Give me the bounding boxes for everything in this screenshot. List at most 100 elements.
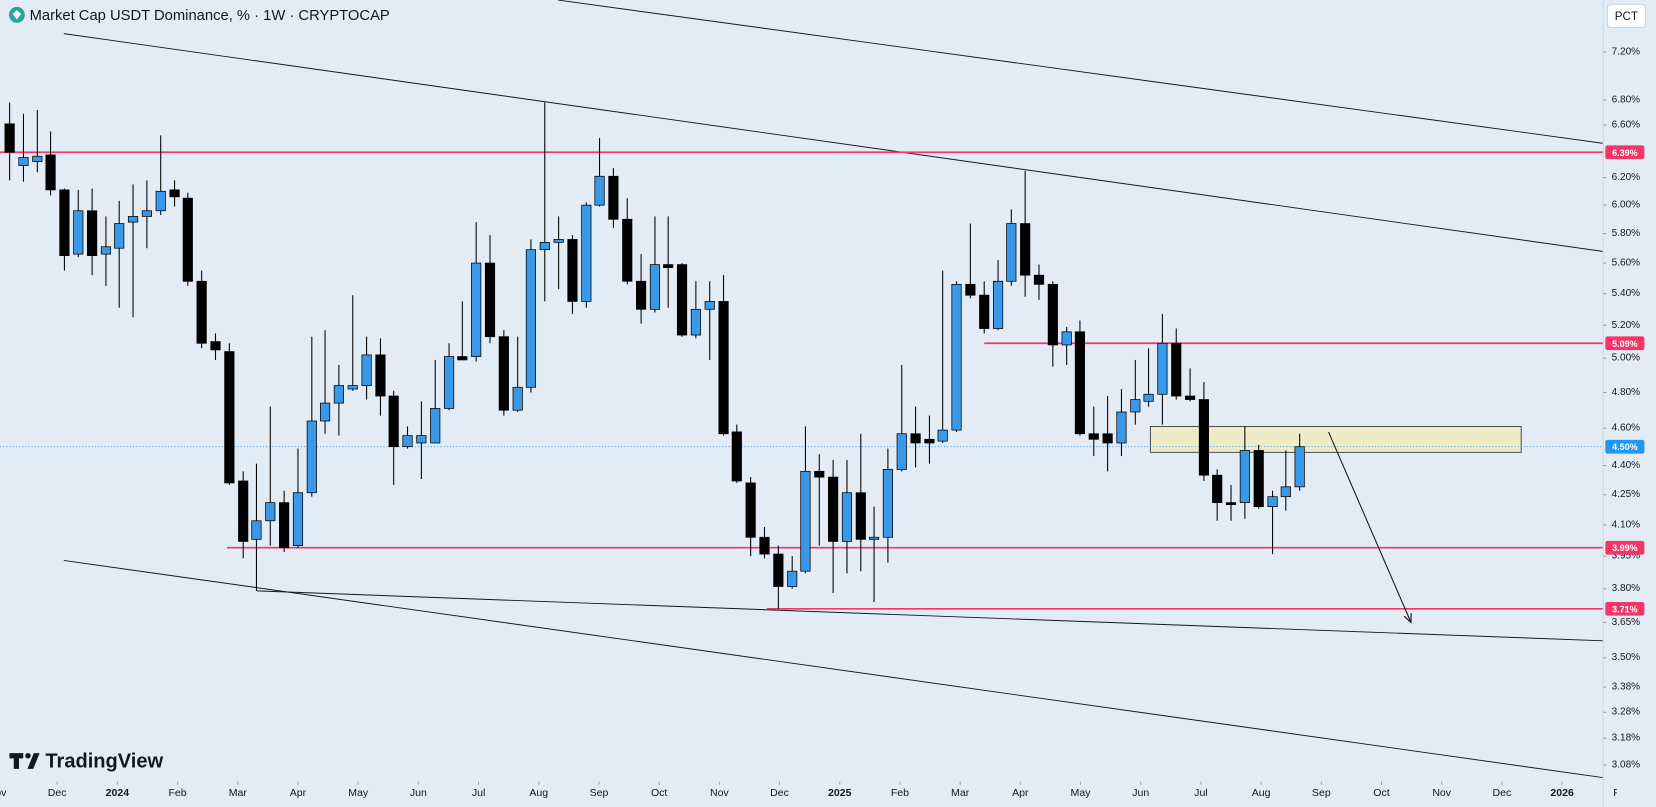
y-tick-label: 5.80%: [1612, 228, 1640, 239]
watermark-text: TradingView: [45, 751, 163, 773]
candle-body: [443, 356, 455, 409]
candle-body: [375, 354, 386, 397]
candle-body: [210, 341, 221, 351]
candle-body: [1020, 223, 1031, 276]
candle-body: [1253, 450, 1264, 508]
x-tick-label: Mar: [229, 787, 248, 799]
scale-button-box[interactable]: [1606, 3, 1646, 29]
y-axis: 7.20% 6.80% 6.60% 6.20% 6.00% 5.80% 5.60% 5.40%…: [1603, 47, 1640, 771]
x-tick-label: Nov: [710, 787, 729, 799]
y-tick-label: 6.80%: [1612, 95, 1640, 106]
y-tick-label: 4.25%: [1612, 489, 1640, 500]
candle-body: [649, 264, 661, 310]
y-tick-label: 3.80%: [1612, 583, 1640, 594]
scale-button[interactable]: PCT: [1606, 3, 1646, 29]
x-tick-label: Feb: [891, 787, 909, 799]
level-label-box: [1605, 601, 1645, 616]
candle-body: [896, 433, 907, 470]
candle-body: [882, 469, 893, 538]
candle-body: [567, 239, 578, 302]
x-tick-label: May: [348, 787, 369, 799]
candle-body: [676, 264, 688, 336]
candle-body: [100, 246, 112, 255]
x-tick-label: Nov: [1432, 787, 1451, 799]
level-label: 3.99%: [1612, 543, 1637, 553]
header: Market Cap USDT Dominance, % · 1W · CRYP…: [8, 6, 390, 24]
y-tick-label: 3.65%: [1612, 617, 1640, 628]
y-tick-label: 5.00%: [1612, 353, 1640, 364]
candle-body: [828, 476, 839, 542]
last-price-box: [1605, 439, 1645, 454]
y-tick-label: 5.60%: [1612, 258, 1640, 269]
candle-body: [1198, 399, 1210, 476]
x-tick-label: Aug: [529, 787, 548, 799]
candle-body: [333, 385, 344, 404]
candle-body: [937, 429, 948, 442]
y-tick-label: 3.38%: [1612, 682, 1640, 693]
y-tick-label: 4.10%: [1612, 519, 1640, 530]
candle-body: [1033, 274, 1045, 285]
watermark-icon-slash: [27, 753, 40, 769]
candle-body: [1130, 399, 1141, 413]
candle-body: [1280, 486, 1291, 498]
x-tick-label: Apr: [1012, 787, 1029, 799]
level-label: 6.39%: [1612, 148, 1637, 158]
candle-body: [1074, 331, 1086, 435]
last-price-label: 4.50%: [1612, 442, 1637, 452]
x-tick-label: May: [1071, 787, 1092, 799]
y-tick-label: 7.20%: [1612, 47, 1640, 58]
candle-body: [127, 216, 139, 223]
candle-body: [73, 210, 84, 255]
candle-body: [388, 395, 399, 448]
candle-body: [224, 351, 235, 484]
candle-body: [773, 553, 784, 587]
candle-body: [1294, 446, 1305, 488]
candle-body: [868, 536, 880, 540]
candle-body: [622, 218, 633, 282]
x-tick-label: Jul: [1194, 787, 1207, 799]
y-tick-label: 4.80%: [1612, 387, 1640, 398]
y-tick-label: 4.60%: [1612, 423, 1640, 434]
candle-body: [292, 492, 304, 546]
candle-body: [1143, 393, 1154, 402]
trend-line: [257, 590, 1604, 642]
candle-body: [841, 492, 853, 542]
x-tick-label: Nov: [0, 787, 7, 799]
candle-body: [416, 435, 427, 444]
candle-body: [45, 154, 56, 191]
candle-body: [800, 470, 811, 572]
candle-body: [992, 280, 1004, 329]
candle-body: [745, 482, 756, 538]
plot-area: [0, 0, 1604, 779]
x-tick-label: Jun: [410, 787, 427, 799]
level-label-box: [1605, 336, 1645, 351]
candle-body: [1212, 474, 1223, 504]
candle-body: [155, 190, 166, 212]
x-tick-label: Dec: [1493, 787, 1512, 799]
trend-line: [557, 0, 1604, 144]
candle-body: [141, 210, 152, 217]
candle-body: [979, 294, 990, 329]
candle-body: [169, 189, 180, 198]
x-tick-label: Mar: [951, 787, 970, 799]
trend-line: [63, 33, 1604, 252]
candle-body: [787, 570, 798, 587]
candle-body: [1088, 433, 1099, 440]
arrow: [1328, 431, 1411, 623]
candle-body: [525, 249, 537, 388]
candle-body: [4, 123, 15, 153]
candle-body: [1225, 502, 1237, 506]
scale-button-label[interactable]: PCT: [1615, 10, 1638, 23]
candle-body: [608, 175, 619, 220]
x-tick-label: Sep: [590, 787, 609, 799]
x-tick-label: Feb: [1613, 787, 1631, 799]
y-tick-label: 3.28%: [1612, 707, 1640, 718]
candle-body: [704, 301, 715, 310]
x-tick-label: Dec: [770, 787, 789, 799]
price-labels: 6.39% 5.09% 3.99% 3.71% 4.50%: [1605, 145, 1645, 616]
candle-body: [759, 536, 770, 555]
candle-body: [594, 175, 605, 206]
chart-title: Market Cap USDT Dominance, % · 1W · CRYP…: [30, 8, 390, 24]
candle-body: [361, 354, 372, 386]
